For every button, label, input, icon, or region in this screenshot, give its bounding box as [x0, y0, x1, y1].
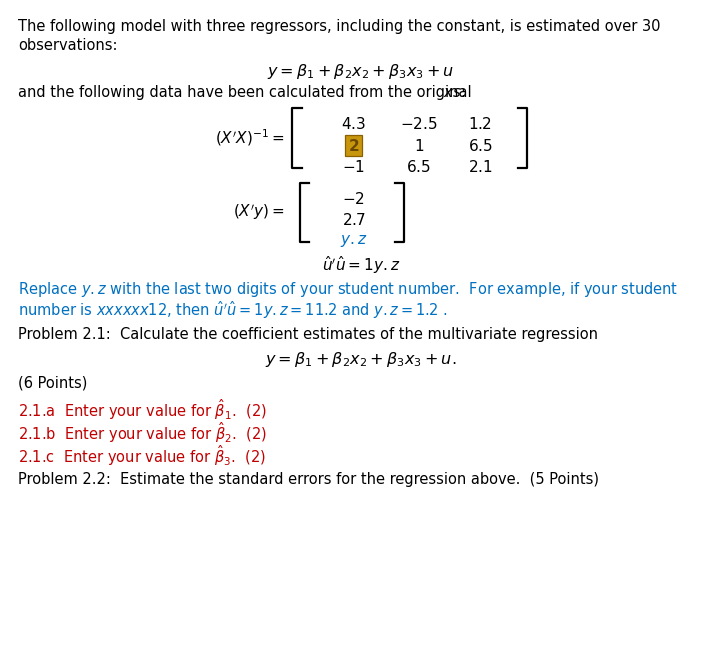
Text: $-1$: $-1$ [342, 159, 365, 175]
Text: 2.1.b  Enter your value for $\hat{\beta}_2$.  (2): 2.1.b Enter your value for $\hat{\beta}_… [18, 420, 267, 445]
Text: Problem 2.2:  Estimate the standard errors for the regression above.  (5 Points): Problem 2.2: Estimate the standard error… [18, 472, 599, 487]
Text: $-2.5$: $-2.5$ [400, 116, 438, 132]
Text: $y = \beta_1 + \beta_2 x_2 + \beta_3 x_3 + u$: $y = \beta_1 + \beta_2 x_2 + \beta_3 x_3… [267, 62, 455, 81]
Text: $xs$: $xs$ [443, 85, 461, 100]
Text: $6.5$: $6.5$ [468, 138, 492, 154]
Text: 2.1.c  Enter your value for $\hat{\beta}_3$.  (2): 2.1.c Enter your value for $\hat{\beta}_… [18, 443, 266, 468]
Text: Problem 2.1:  Calculate the coefficient estimates of the multivariate regression: Problem 2.1: Calculate the coefficient e… [18, 327, 598, 342]
Text: number is $xxxxxx12$, then $\hat{u}'\hat{u} = 1y.z = 11.2$ and $y.z = 1.2$ .: number is $xxxxxx12$, then $\hat{u}'\hat… [18, 299, 448, 321]
Text: $4.3$: $4.3$ [342, 116, 366, 132]
Text: $\mathbf{2}$: $\mathbf{2}$ [348, 138, 360, 154]
Text: $(X'X)^{-1} =$: $(X'X)^{-1} =$ [215, 127, 285, 148]
Text: $y.z$: $y.z$ [340, 233, 367, 249]
Text: $y = \beta_1 + \beta_2 x_2 + \beta_3 x_3 + u.$: $y = \beta_1 + \beta_2 x_2 + \beta_3 x_3… [265, 350, 457, 368]
Text: and the following data have been calculated from the original: and the following data have been calcula… [18, 85, 477, 100]
Text: 2.1.a  Enter your value for $\hat{\beta}_1$.  (2): 2.1.a Enter your value for $\hat{\beta}_… [18, 397, 267, 422]
Text: $\hat{u}'\hat{u} = 1y.z$: $\hat{u}'\hat{u} = 1y.z$ [322, 254, 400, 276]
Text: Replace $y.z$ with the last two digits of your student number.  For example, if : Replace $y.z$ with the last two digits o… [18, 280, 679, 299]
Text: $-2$: $-2$ [342, 191, 365, 207]
Text: $6.5$: $6.5$ [406, 159, 431, 175]
Text: $1.2$: $1.2$ [469, 116, 492, 132]
Text: (6 Points): (6 Points) [18, 376, 87, 391]
Text: observations:: observations: [18, 38, 118, 53]
Text: $(X'y) =$: $(X'y) =$ [233, 202, 285, 222]
Text: :: : [460, 85, 465, 100]
Text: $2.1$: $2.1$ [468, 159, 492, 175]
Text: $2.7$: $2.7$ [342, 212, 365, 228]
Text: $1$: $1$ [414, 138, 424, 154]
Text: The following model with three regressors, including the constant, is estimated : The following model with three regressor… [18, 19, 661, 34]
